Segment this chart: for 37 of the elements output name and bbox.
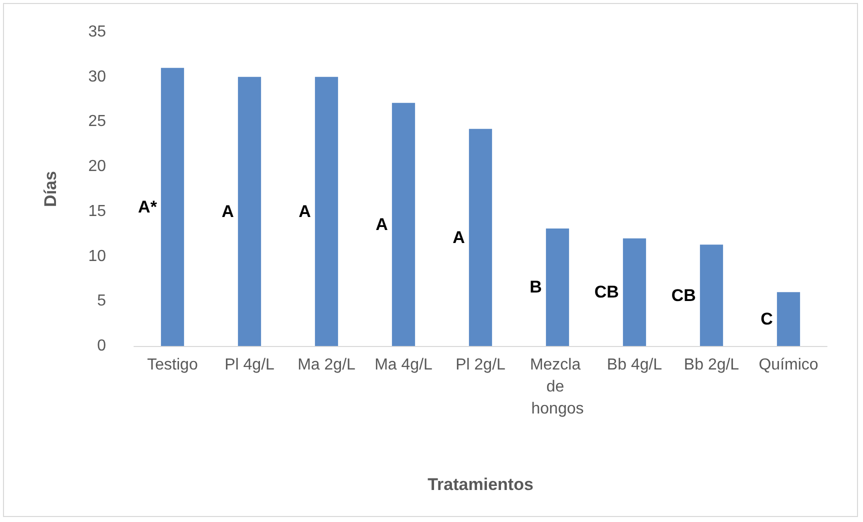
annotation: A — [298, 202, 311, 221]
y-tick-label: 15 — [88, 202, 106, 220]
x-tick-label: Pl 2g/L — [456, 356, 506, 374]
y-axis-title: Días — [41, 171, 60, 207]
x-tick-label: Ma 4g/L — [374, 356, 433, 374]
bar — [392, 102, 416, 346]
y-tick-label: 0 — [97, 338, 106, 354]
x-tick-label: Pl 4g/L — [224, 356, 275, 374]
y-tick-label: 30 — [88, 68, 106, 86]
y-tick-label: 25 — [88, 113, 106, 130]
annotation: CB — [671, 286, 696, 305]
annotation: A* — [138, 197, 158, 216]
bar — [622, 238, 646, 346]
x-tick-label: Bb 4g/L — [606, 356, 662, 374]
x-tick-label: Bb 2g/L — [684, 356, 740, 374]
annotation: C — [760, 310, 773, 329]
y-tick-label: 10 — [88, 248, 106, 265]
x-tick-label: Testigo — [147, 356, 198, 374]
bar — [160, 68, 184, 346]
bar — [546, 228, 570, 346]
x-tick-label: Ma 2g/L — [298, 356, 356, 374]
x-tick-label: Químico — [758, 356, 818, 374]
annotation: B — [530, 278, 542, 297]
x-tick-label: Mezcla de hongos — [530, 356, 586, 418]
annotation: A — [222, 202, 234, 221]
y-tick-label: 35 — [88, 24, 106, 40]
annotation: CB — [594, 282, 619, 302]
y-tick-label: 5 — [97, 292, 106, 310]
annotation: A — [376, 214, 388, 234]
bar — [238, 76, 262, 346]
bar — [314, 76, 338, 346]
bar — [700, 244, 724, 346]
bar — [776, 292, 800, 346]
x-axis-title: Tratamientos — [428, 475, 534, 494]
annotation: A — [452, 228, 465, 247]
bar — [468, 128, 492, 346]
y-tick-label: 20 — [88, 158, 106, 176]
